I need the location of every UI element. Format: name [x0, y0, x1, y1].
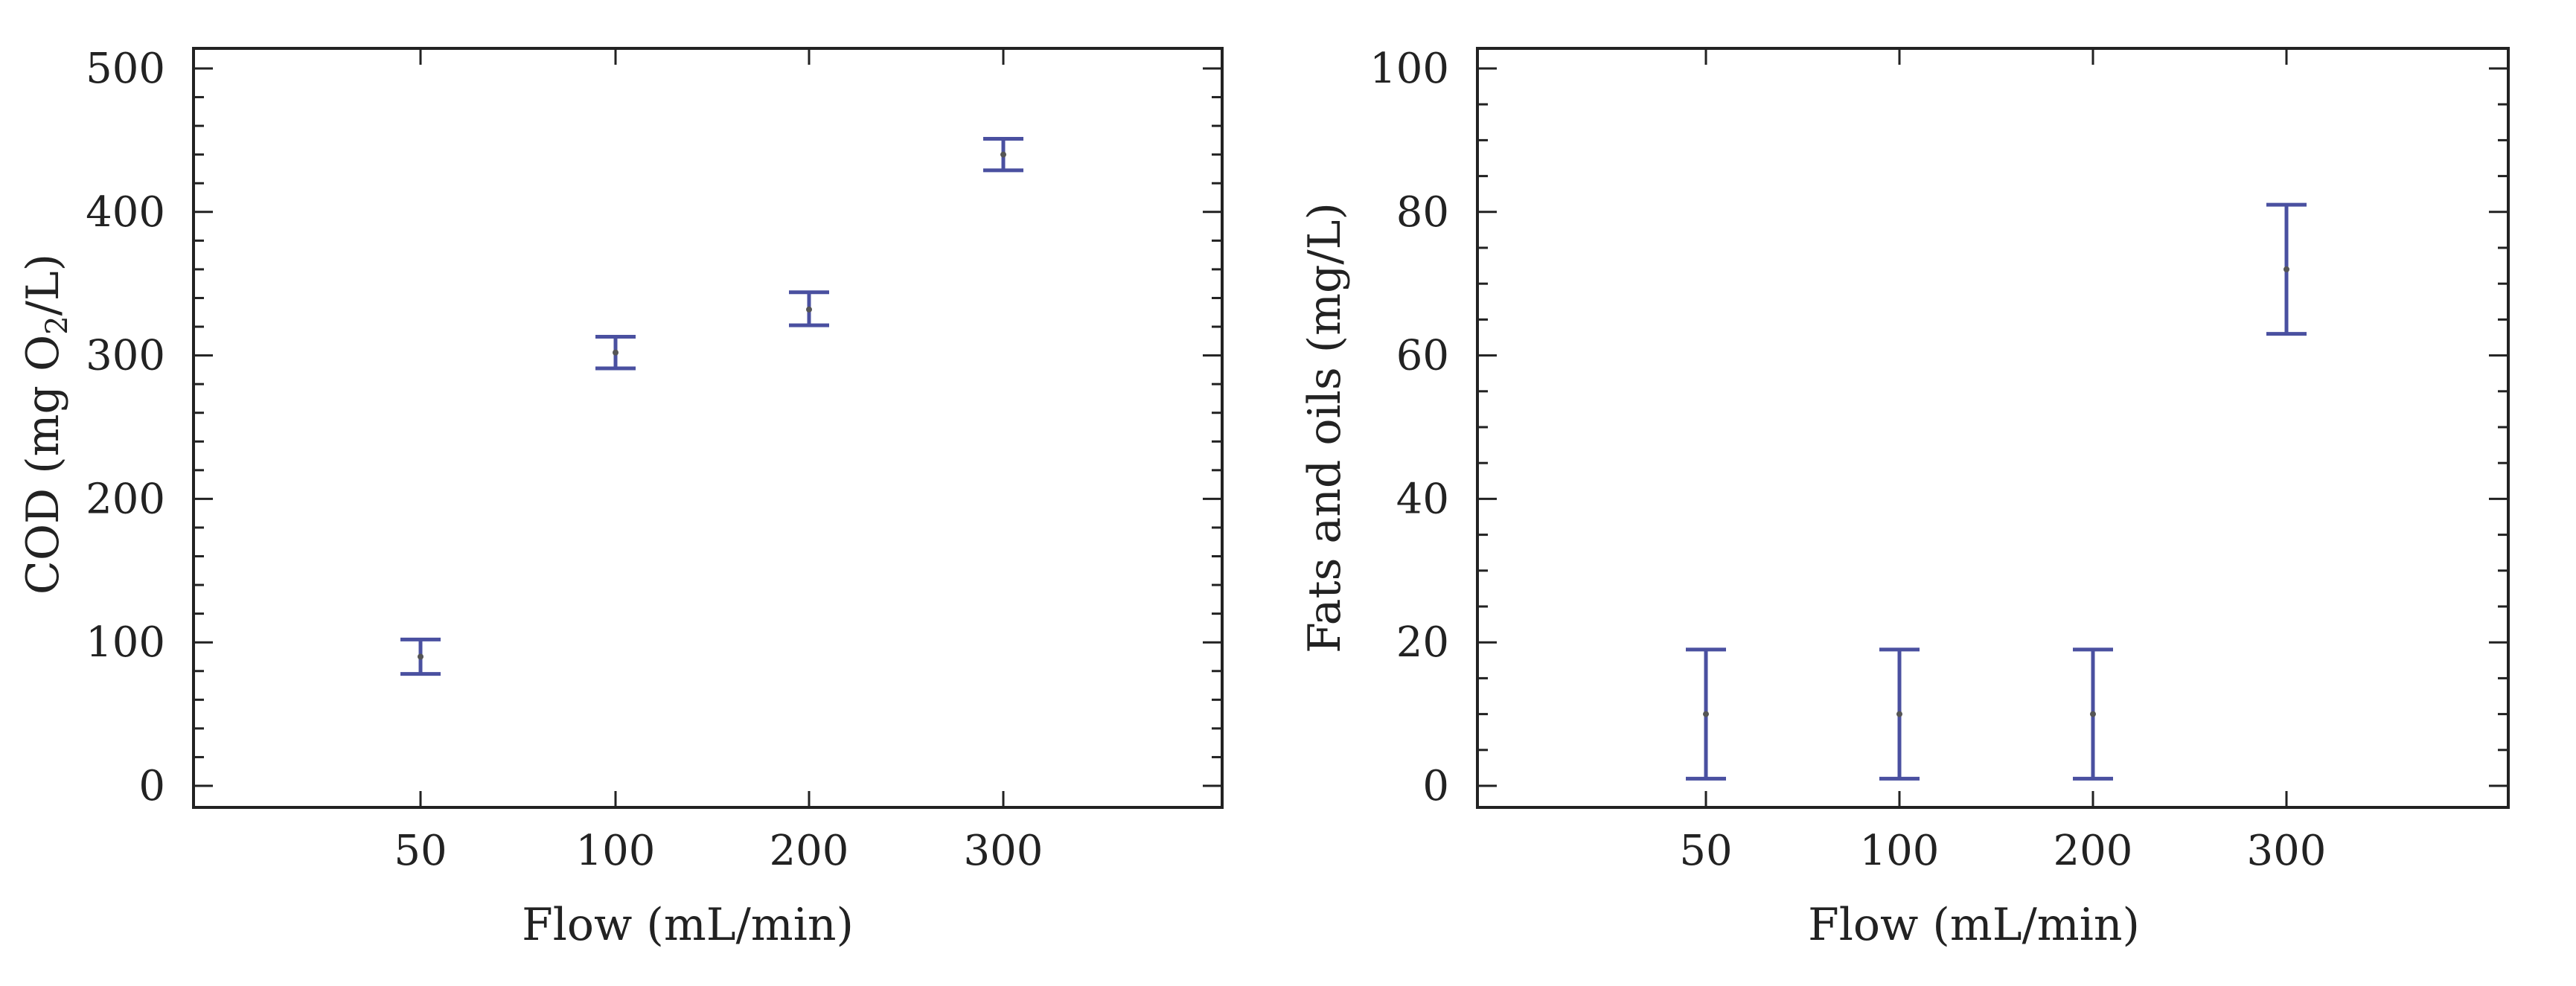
cod-mean-point	[806, 306, 812, 313]
cod-x-axis-title: Flow (mL/min)	[522, 899, 854, 951]
fats-oils-chart: 0 20 40 60 80 100 50 100 200 300 Flow (mL/min) F…	[1299, 45, 2510, 951]
cod-y-axis-title-subscript: 2	[40, 316, 74, 334]
fats-oils-mean-point	[2283, 266, 2289, 272]
fats-oils-y-tick-label: 20	[1396, 618, 1449, 667]
fats-oils-axis-ticks	[1477, 48, 2508, 807]
cod-x-tick-label: 100	[576, 827, 656, 875]
fats-oils-error-bar-300	[2266, 202, 2307, 336]
cod-x-tick-label: 200	[770, 827, 849, 875]
cod-error-bar-100	[595, 335, 636, 371]
fats-oils-mean-point	[2090, 711, 2096, 717]
fats-oils-y-tick-label: 60	[1396, 332, 1449, 380]
cod-error-bar-50	[400, 637, 441, 676]
cod-x-tick-labels: 50 100 200 300	[394, 827, 1043, 875]
fats-oils-plot-frame	[1476, 47, 2510, 809]
cod-y-tick-label: 300	[86, 332, 165, 380]
cod-y-tick-label: 100	[86, 618, 165, 667]
cod-y-tick-labels: 0 100 200 300 400 500	[86, 45, 165, 810]
cod-error-bar-200	[789, 290, 829, 327]
cod-y-tick-label: 200	[86, 475, 165, 523]
cod-y-tick-label: 0	[138, 762, 165, 810]
fats-oils-y-tick-label: 0	[1422, 762, 1449, 810]
cod-y-tick-label: 500	[86, 45, 165, 93]
fats-oils-y-tick-label: 40	[1396, 475, 1449, 523]
cod-mean-point	[613, 349, 619, 356]
cod-plot-frame	[192, 47, 1224, 809]
fats-oils-x-tick-label: 300	[2247, 827, 2327, 875]
fats-oils-error-bar-100	[1879, 647, 1920, 781]
cod-y-axis-title-main: COD (mg O	[17, 335, 69, 595]
cod-error-bars	[400, 136, 1023, 676]
cod-x-tick-label: 50	[394, 827, 447, 875]
fats-oils-x-tick-labels: 50 100 200 300	[1679, 827, 2326, 875]
fats-oils-mean-point	[1703, 711, 1709, 717]
fats-oils-y-tick-labels: 0 20 40 60 80 100	[1370, 45, 1449, 810]
cod-axis-ticks	[194, 48, 1222, 807]
cod-chart: 0 100 200 300 400 500 50 100 200 300 Flow (mL/mi…	[17, 45, 1224, 951]
fats-oils-y-tick-label: 80	[1396, 188, 1449, 237]
cod-x-tick-label: 300	[964, 827, 1043, 875]
cod-mean-point	[1000, 151, 1006, 158]
cod-y-axis-title: COD (mg O2/L)	[17, 254, 74, 595]
fats-oils-x-tick-label: 100	[1860, 827, 1940, 875]
cod-y-tick-label: 400	[86, 188, 165, 237]
fats-oils-mean-point	[1896, 711, 1902, 717]
cod-mean-point	[418, 653, 424, 660]
fats-oils-x-tick-label: 200	[2054, 827, 2133, 875]
fats-oils-x-axis-title: Flow (mL/min)	[1808, 899, 2140, 951]
fats-oils-x-tick-label: 50	[1679, 827, 1732, 875]
fats-oils-error-bar-50	[1686, 647, 1726, 781]
cod-error-bar-300	[983, 136, 1023, 173]
fats-oils-error-bars	[1686, 202, 2307, 781]
fats-oils-error-bar-200	[2073, 647, 2113, 781]
fats-oils-y-axis-title: Fats and oils (mg/L)	[1299, 202, 1351, 653]
cod-y-axis-title-tail: /L)	[17, 254, 69, 316]
fats-oils-y-tick-label: 100	[1370, 45, 1449, 93]
